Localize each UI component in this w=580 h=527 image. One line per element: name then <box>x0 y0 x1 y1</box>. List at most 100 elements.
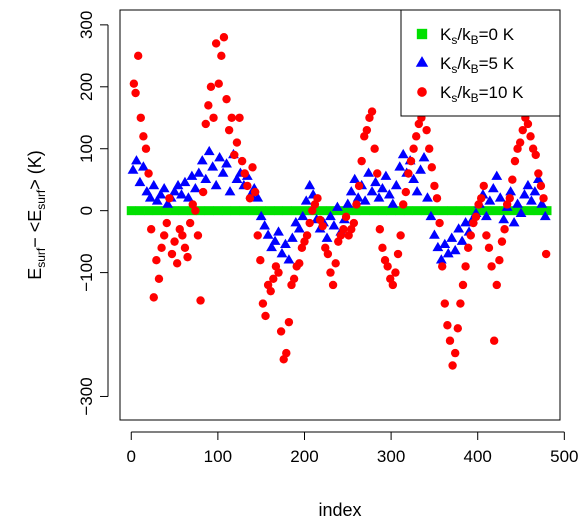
point-triangle <box>529 186 541 196</box>
point-circle <box>139 132 148 141</box>
point-triangle <box>179 176 191 187</box>
point-square <box>395 206 405 216</box>
point-triangle <box>383 189 395 199</box>
point-triangle <box>512 198 523 208</box>
point-circle <box>235 113 244 122</box>
point-triangle <box>411 186 423 196</box>
point-triangle <box>345 186 357 196</box>
point-triangle <box>196 155 208 165</box>
point-square <box>204 206 214 216</box>
point-triangle <box>276 248 288 258</box>
point-triangle <box>172 179 184 190</box>
legend-text-part: K <box>440 54 452 73</box>
point-triangle <box>297 210 309 221</box>
point-triangle <box>446 232 458 242</box>
point-square <box>170 206 180 216</box>
point-circle <box>339 225 348 234</box>
point-circle <box>438 262 447 271</box>
point-triangle <box>487 182 499 193</box>
legend-text-part: K <box>440 25 452 44</box>
point-triangle <box>151 195 163 205</box>
legend-label: Ks/kB=5 K <box>440 54 515 76</box>
point-circle <box>149 293 158 302</box>
point-square <box>490 206 500 216</box>
series-circle <box>129 33 551 370</box>
point-triangle <box>131 155 142 165</box>
point-circle <box>243 181 252 191</box>
y-tick-label: 300 <box>77 11 96 39</box>
point-circle <box>482 231 491 240</box>
point-triangle <box>453 223 465 233</box>
point-triangle <box>221 158 232 168</box>
point-triangle <box>442 248 454 258</box>
point-triangle <box>387 198 399 208</box>
legend-text-part: K <box>440 83 452 102</box>
point-circle <box>461 262 470 271</box>
point-triangle <box>349 173 361 183</box>
point-triangle <box>522 179 534 190</box>
legend-marker-triangle <box>415 56 429 67</box>
point-triangle <box>377 182 388 193</box>
point-square <box>421 206 431 216</box>
point-circle <box>227 113 236 122</box>
y-tick-label: 200 <box>77 73 96 101</box>
point-circle <box>193 231 203 240</box>
legend-text-part: =5 K <box>479 54 515 73</box>
point-circle <box>448 361 457 370</box>
point-circle <box>326 268 335 277</box>
point-triangle <box>515 207 527 218</box>
legend-text-part: /k <box>457 83 471 102</box>
point-circle <box>245 194 255 203</box>
point-circle <box>450 348 460 358</box>
point-square <box>161 206 171 216</box>
x-tick-label: 300 <box>377 447 405 466</box>
point-circle <box>352 200 361 209</box>
point-triangle <box>415 164 426 174</box>
point-square <box>429 206 439 216</box>
point-circle <box>341 212 351 222</box>
point-square <box>343 206 353 216</box>
point-triangle <box>366 186 378 196</box>
point-circle <box>383 262 392 271</box>
point-triangle <box>286 232 298 242</box>
point-circle <box>378 243 387 253</box>
point-circle <box>541 249 551 259</box>
legend-subscript: s <box>451 91 457 105</box>
point-square <box>152 206 162 216</box>
point-square <box>447 206 457 216</box>
legend-label: Ks/kB=10 K <box>440 83 524 105</box>
point-triangle <box>536 198 548 208</box>
point-square <box>239 206 249 216</box>
point-square <box>473 206 483 216</box>
y-tick-label: −300 <box>77 377 96 415</box>
point-circle <box>401 187 411 197</box>
point-circle <box>305 218 314 228</box>
point-triangle <box>224 186 236 196</box>
legend-subscript: B <box>471 62 479 76</box>
x-tick-label: 500 <box>550 447 578 466</box>
point-square <box>135 206 145 216</box>
point-square <box>291 206 301 216</box>
point-triangle <box>144 192 156 202</box>
y-axis-label: Esurf− <Esurf> (K) <box>25 150 48 280</box>
point-triangle <box>418 152 430 162</box>
point-square <box>455 206 465 216</box>
x-tick-label: 0 <box>127 447 136 466</box>
point-circle <box>198 187 208 197</box>
y-label-end: > (K) <box>25 150 45 190</box>
point-triangle <box>321 232 333 242</box>
point-circle <box>141 144 151 153</box>
point-circle <box>518 125 527 135</box>
point-circle <box>404 169 413 178</box>
point-circle <box>313 194 322 203</box>
point-square <box>299 206 309 216</box>
point-circle <box>422 125 431 135</box>
x-tick-label: 200 <box>290 447 318 466</box>
point-triangle <box>380 170 392 180</box>
point-circle <box>152 256 161 265</box>
point-circle <box>295 259 304 268</box>
point-triangle <box>429 229 440 239</box>
point-circle <box>214 79 223 88</box>
point-triangle <box>200 173 212 183</box>
point-triangle <box>373 192 385 202</box>
